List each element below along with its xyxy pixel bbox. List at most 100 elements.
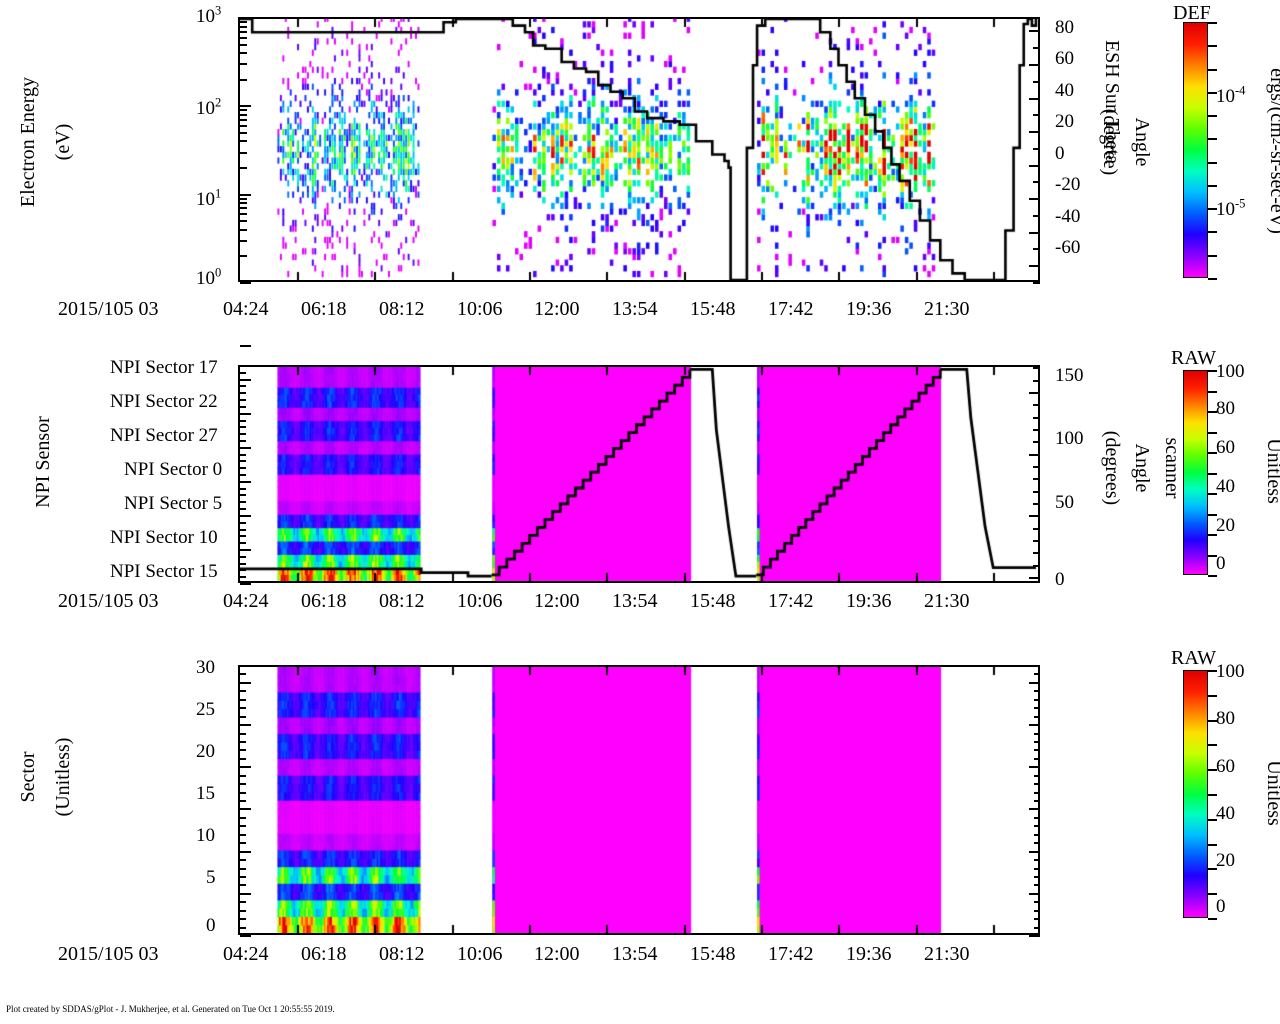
- colorbar-tick: [1208, 278, 1217, 280]
- axis-tick: [240, 420, 246, 422]
- panel1-xtick-6: 15:48: [690, 298, 736, 320]
- panel2-right-tick-0: 0: [1055, 569, 1065, 590]
- axis-tick: [240, 202, 247, 204]
- axis-tick: [240, 399, 246, 401]
- axis-tick: [1029, 935, 1040, 937]
- colorbar-tick: [1208, 92, 1217, 94]
- panel2-xtick-3: 10:06: [457, 590, 503, 612]
- axis-tick: [1029, 265, 1040, 267]
- axis-tick: [240, 194, 251, 196]
- axis-tick: [1033, 47, 1040, 49]
- axis-tick: [240, 440, 246, 442]
- panel1-ylabel-line1: Electron Energy: [16, 76, 39, 208]
- axis-tick: [1034, 817, 1040, 819]
- panel2-colorbar-tick-60: 60: [1216, 437, 1235, 458]
- panel2-right-label-scanner: scanner: [1161, 437, 1184, 499]
- colorbar-tick: [1208, 575, 1217, 577]
- panel1-right-tick-60: 60: [1055, 48, 1074, 69]
- axis-tick: [1029, 766, 1040, 768]
- axis-tick: [240, 733, 246, 735]
- axis-tick: [240, 426, 246, 428]
- panel2-right-label-degrees: (degrees): [1101, 430, 1124, 506]
- axis-tick: [240, 282, 251, 284]
- panel2-ytick-sector27: NPI Sector 27: [110, 425, 218, 446]
- axis-tick: [1033, 491, 1040, 493]
- panel1-xtick-8: 19:36: [846, 298, 892, 320]
- axis-tick: [1034, 859, 1040, 861]
- panel3-ytick-10: 10: [196, 825, 215, 846]
- panel2-xtick-0: 04:24: [223, 590, 269, 612]
- axis-tick: [240, 79, 247, 81]
- panel3-xtick-4: 12:00: [534, 943, 580, 965]
- panel3-plot-area[interactable]: [238, 665, 1040, 935]
- axis-tick: [240, 783, 246, 785]
- axis-tick: [1033, 417, 1040, 419]
- axis-tick: [1033, 503, 1040, 505]
- axis-tick: [240, 918, 246, 920]
- panel2-xtick-4: 12:00: [534, 590, 580, 612]
- axis-tick: [1029, 682, 1040, 684]
- axis-tick: [1029, 98, 1040, 100]
- panel3-ytick-15: 15: [196, 783, 215, 804]
- panel2-ytick-sector22: NPI Sector 22: [110, 391, 218, 412]
- axis-tick: [1034, 876, 1040, 878]
- colorbar-tick: [1208, 138, 1217, 140]
- axis-tick: [240, 741, 246, 743]
- panel1-right-label-angle: Angle: [1131, 117, 1154, 167]
- axis-tick: [240, 406, 246, 408]
- colorbar-tick: [1208, 432, 1217, 434]
- panel3-ytick-25: 25: [196, 699, 215, 720]
- panel3-colorbar-tick-80: 80: [1216, 708, 1235, 729]
- axis-tick: [240, 927, 246, 929]
- axis-tick: [240, 868, 246, 870]
- axis-tick: [1033, 148, 1040, 150]
- axis-tick: [240, 167, 247, 169]
- axis-tick: [1034, 783, 1040, 785]
- panel1-colorbar-tick-e4: 10-4: [1216, 83, 1246, 107]
- colorbar-tick: [1208, 819, 1217, 821]
- axis-tick: [240, 766, 251, 768]
- colorbar-tick: [1208, 695, 1217, 697]
- axis-tick: [240, 876, 246, 878]
- panel1-plot-area[interactable]: [238, 17, 1040, 282]
- panel1-colorbar: [1183, 22, 1208, 278]
- panel-npi-sensor: NPI Sensor NPI Sector 17 NPI Sector 22 N…: [0, 340, 1280, 630]
- panel1-right-tick-m20: -20: [1055, 174, 1081, 195]
- panel1-ytick-10: 101: [196, 186, 222, 210]
- colorbar-tick: [1208, 670, 1217, 672]
- axis-tick: [1029, 198, 1040, 200]
- panel3-xtick-8: 19:36: [846, 943, 892, 965]
- axis-tick: [240, 935, 251, 937]
- axis-tick: [240, 563, 246, 565]
- axis-tick: [240, 549, 251, 551]
- panel2-colorbar-units: Unitless: [1263, 438, 1280, 504]
- panel1-right-tick-80: 80: [1055, 17, 1074, 38]
- axis-tick: [1033, 367, 1040, 369]
- axis-tick: [240, 21, 247, 23]
- axis-tick: [240, 198, 247, 200]
- axis-tick: [240, 576, 246, 578]
- axis-tick: [240, 792, 246, 794]
- panel2-plot-area[interactable]: [238, 365, 1040, 583]
- axis-tick: [240, 152, 247, 154]
- axis-tick: [240, 119, 247, 121]
- axis-tick: [240, 775, 246, 777]
- axis-tick: [1029, 724, 1040, 726]
- axis-tick: [240, 758, 246, 760]
- panel1-xtick-2: 08:12: [379, 298, 425, 320]
- panel3-xtick-5: 13:54: [612, 943, 658, 965]
- axis-tick: [1034, 690, 1040, 692]
- panel2-xtick-6: 15:48: [690, 590, 736, 612]
- axis-tick: [240, 454, 246, 456]
- panel2-ytick-sector15: NPI Sector 15: [110, 561, 218, 582]
- panel-electron-energy: Electron Energy (eV) 103 102 101 100 80 …: [0, 0, 1280, 340]
- axis-tick: [1033, 181, 1040, 183]
- axis-tick: [1034, 825, 1040, 827]
- panel2-colorbar-tick-40: 40: [1216, 476, 1235, 497]
- axis-tick: [240, 569, 246, 571]
- axis-tick: [1034, 716, 1040, 718]
- axis-tick: [240, 716, 246, 718]
- colorbar-tick: [1208, 893, 1217, 895]
- panel3-xtick-7: 17:42: [768, 943, 814, 965]
- axis-tick: [240, 460, 246, 462]
